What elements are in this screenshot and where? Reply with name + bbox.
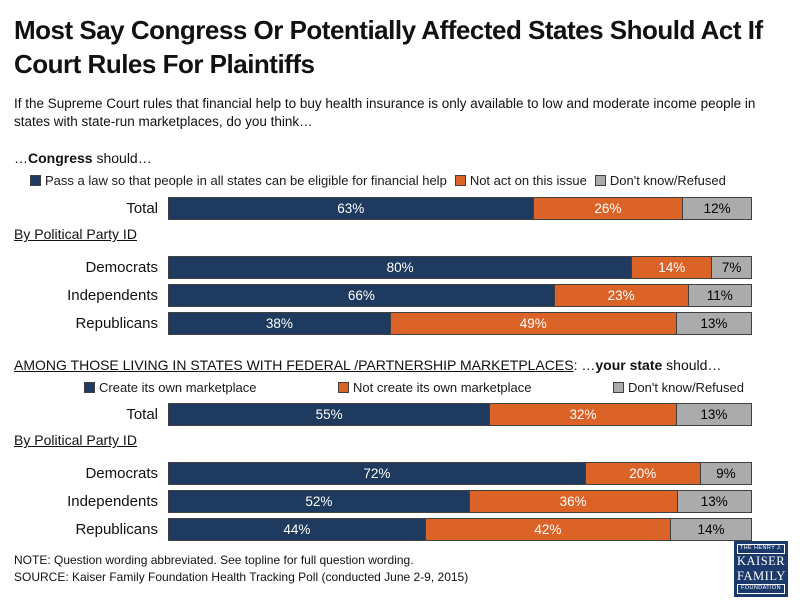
legend-item: Not act on this issue xyxy=(454,173,587,189)
bar-row-independents: Independents 66% 23% 11% xyxy=(14,284,786,308)
bar-row-total: Total 55% 32% 13% xyxy=(14,403,786,427)
bar-segment: 80% xyxy=(168,256,633,280)
page-title: Most Say Congress Or Potentially Affecte… xyxy=(14,15,763,79)
section2-heading-prefix: … xyxy=(581,357,596,374)
bar-segment: 38% xyxy=(168,312,391,336)
section2-legend: Create its own marketplace Not create it… xyxy=(84,380,744,395)
row-label: Total xyxy=(126,406,158,424)
note-text: NOTE: Question wording abbreviated. See … xyxy=(14,553,414,568)
legend-item: Create its own marketplace xyxy=(84,380,257,395)
bar-segment: 14% xyxy=(631,256,713,280)
bar-segment: 42% xyxy=(424,518,671,542)
bar-row-total: Total 63% 26% 12% xyxy=(14,197,786,221)
bar-segment: 11% xyxy=(687,284,752,308)
bar-segment: 26% xyxy=(532,197,684,221)
legend-label: Don't know/Refused xyxy=(609,173,726,189)
bar-segment: 20% xyxy=(584,462,701,486)
logo-line-the-henry-j: THE HENRY J. xyxy=(737,544,785,554)
row-label: Republicans xyxy=(75,521,158,539)
bar-segment: 9% xyxy=(699,462,752,486)
bar-segment: 52% xyxy=(168,490,470,514)
logo-line-foundation: FOUNDATION xyxy=(737,584,785,594)
bar-segment: 44% xyxy=(168,518,426,542)
legend-swatch-gray-icon xyxy=(594,175,606,187)
row-label: Independents xyxy=(67,493,158,511)
bar-segment: 49% xyxy=(389,312,677,336)
group-label-party-id: By Political Party ID xyxy=(14,226,137,243)
section1-heading: …Congress should… xyxy=(14,150,786,166)
section2-heading-bold: your state xyxy=(595,357,663,374)
question-text: If the Supreme Court rules that financia… xyxy=(14,95,756,129)
logo-line-kaiser: KAISER xyxy=(737,554,786,569)
bar-segment: 72% xyxy=(168,462,586,486)
bar-segment: 13% xyxy=(675,403,752,427)
stacked-bar: 80% 14% 7% xyxy=(168,256,754,280)
stacked-bar: 38% 49% 13% xyxy=(168,312,754,336)
bar-segment: 66% xyxy=(168,284,555,308)
bar-row-independents: Independents 52% 36% 13% xyxy=(14,490,786,514)
bar-segment: 12% xyxy=(682,197,752,221)
bar-segment: 32% xyxy=(489,403,677,427)
bar-segment: 13% xyxy=(675,312,752,336)
legend-item: Not create its own marketplace xyxy=(338,380,532,396)
row-label: Democrats xyxy=(85,259,158,277)
legend-item: Don't know/Refused xyxy=(613,380,744,395)
bar-row-democrats: Democrats 80% 14% 7% xyxy=(14,256,786,280)
section2-heading-colon: : xyxy=(573,357,582,374)
legend-item: Pass a law so that people in all states … xyxy=(30,173,447,188)
row-label: Total xyxy=(126,200,158,218)
section1-legend: Pass a law so that people in all states … xyxy=(14,173,786,188)
legend-item: Don't know/Refused xyxy=(594,173,726,189)
legend-swatch-orange-icon xyxy=(338,382,350,394)
legend-label: Pass a law so that people in all states … xyxy=(45,173,447,189)
slide: Most Say Congress Or Potentially Affecte… xyxy=(14,15,786,542)
legend-label: Create its own marketplace xyxy=(99,380,257,396)
bar-segment: 23% xyxy=(553,284,689,308)
bar-segment: 63% xyxy=(168,197,534,221)
stacked-bar: 72% 20% 9% xyxy=(168,462,754,486)
stacked-bar: 44% 42% 14% xyxy=(168,518,754,542)
bar-segment: 13% xyxy=(676,490,752,514)
row-label: Democrats xyxy=(85,465,158,483)
stacked-bar: 52% 36% 13% xyxy=(168,490,754,514)
section2-heading-underlined: AMONG THOSE LIVING IN STATES WITH FEDERA… xyxy=(14,357,574,374)
bar-row-democrats: Democrats 72% 20% 9% xyxy=(14,462,786,486)
section1-heading-prefix: … xyxy=(14,150,28,167)
bar-segment: 55% xyxy=(168,403,491,427)
row-label: Independents xyxy=(67,287,158,305)
section2-heading-suffix: should… xyxy=(662,357,722,374)
bar-row-republicans: Republicans 38% 49% 13% xyxy=(14,312,786,336)
bar-segment: 14% xyxy=(669,518,752,542)
source-text: SOURCE: Kaiser Family Foundation Health … xyxy=(14,570,469,585)
bar-row-republicans: Republicans 44% 42% 14% xyxy=(14,518,786,542)
logo-line-family: FAMILY xyxy=(737,568,786,583)
section1-heading-bold: Congress xyxy=(28,150,93,167)
section2-heading: AMONG THOSE LIVING IN STATES WITH FEDERA… xyxy=(14,357,786,373)
row-label: Republicans xyxy=(75,315,158,333)
legend-swatch-blue-icon xyxy=(30,175,41,187)
bar-segment: 36% xyxy=(468,490,678,514)
group-label-party-id: By Political Party ID xyxy=(14,432,137,449)
legend-label: Not act on this issue xyxy=(469,173,587,189)
bar-segment: 7% xyxy=(711,256,752,280)
section1-heading-suffix: should… xyxy=(92,150,152,167)
stacked-bar: 63% 26% 12% xyxy=(168,197,754,221)
stacked-bar: 55% 32% 13% xyxy=(168,403,754,427)
legend-swatch-gray-icon xyxy=(613,382,625,394)
stacked-bar: 66% 23% 11% xyxy=(168,284,754,308)
legend-label: Don't know/Refused xyxy=(628,380,744,396)
legend-swatch-blue-icon xyxy=(84,382,95,394)
legend-swatch-orange-icon xyxy=(454,175,466,187)
footer: NOTE: Question wording abbreviated. See … xyxy=(14,552,468,586)
kaiser-family-foundation-logo: THE HENRY J. KAISER FAMILY FOUNDATION xyxy=(734,541,788,597)
legend-label: Not create its own marketplace xyxy=(353,380,532,396)
